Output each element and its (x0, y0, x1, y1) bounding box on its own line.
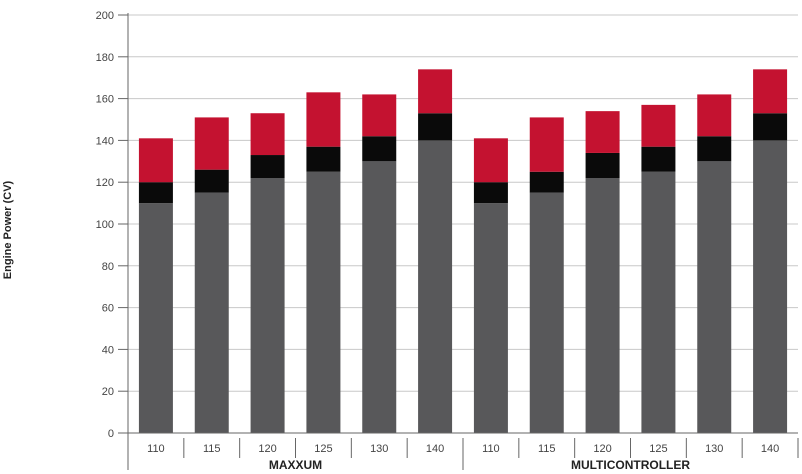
axes (118, 13, 799, 470)
bar-segment (641, 146, 676, 172)
bar-segment (306, 171, 341, 433)
x-tick-label: 115 (203, 443, 221, 455)
y-tick-label: 180 (96, 52, 114, 64)
y-tick-label: 80 (102, 261, 114, 273)
tick-labels: 0 20 40 60 80 100 120 140 160 180 200 110 115 120 125 1… (96, 10, 780, 472)
y-tick-label: 0 (108, 428, 114, 440)
y-axis-title: Engine Power (CV) (2, 181, 24, 390)
bar-segment (753, 69, 788, 114)
bar-segment (529, 192, 564, 433)
bar-segment (418, 113, 453, 141)
bar-segment (306, 146, 341, 172)
bar-segment (194, 192, 229, 433)
bar-segment (138, 203, 173, 433)
bar-segment (697, 94, 732, 137)
x-tick-label: 125 (314, 443, 332, 455)
bar-segment (529, 171, 564, 193)
x-tick-label: 120 (258, 443, 276, 455)
x-tick-label: 125 (649, 443, 667, 455)
bars (138, 69, 788, 434)
bar-segment (194, 117, 229, 170)
bar-segment (418, 69, 453, 114)
bar-segment (473, 182, 508, 204)
bar-segment (194, 169, 229, 193)
group-label: MULTICONTROLLER (571, 458, 690, 472)
bar-segment (138, 138, 173, 183)
bar-segment (362, 161, 397, 434)
x-tick-label: 130 (370, 443, 388, 455)
bar-segment (585, 178, 620, 433)
y-tick-label: 200 (96, 10, 114, 22)
bar-segment (529, 117, 564, 172)
bar-segment (362, 136, 397, 162)
x-tick-label: 120 (593, 443, 611, 455)
bar-segment (641, 171, 676, 433)
y-tick-label: 120 (96, 177, 114, 189)
gridlines (128, 14, 798, 392)
bar-segment (585, 111, 620, 153)
bar-segment (585, 152, 620, 179)
bar-segment (362, 94, 397, 137)
y-axis-title-text: Engine Power (CV) (2, 180, 14, 280)
y-tick-label: 40 (102, 344, 114, 356)
bar-segment (138, 182, 173, 204)
x-tick-label: 110 (147, 443, 165, 455)
y-tick-label: 20 (102, 386, 114, 398)
bar-segment (641, 104, 676, 147)
bar-segment (250, 113, 285, 156)
bar-segment (473, 138, 508, 183)
y-tick-label: 60 (102, 303, 114, 315)
bar-segment (418, 140, 453, 433)
bar-segment (250, 155, 285, 179)
x-tick-label: 115 (538, 443, 556, 455)
y-tick-label: 160 (96, 94, 114, 106)
x-tick-label: 130 (705, 443, 723, 455)
group-label: MAXXUM (269, 458, 322, 472)
bar-segment (753, 113, 788, 141)
bar-segment (753, 140, 788, 433)
y-tick-label: 100 (96, 219, 114, 231)
x-tick-label: 140 (761, 443, 779, 455)
bar-segment (697, 136, 732, 162)
bar-segment (306, 92, 341, 147)
x-tick-label: 110 (482, 443, 500, 455)
bar-segment (250, 178, 285, 433)
bar-segment (697, 161, 732, 434)
x-tick-label: 140 (426, 443, 444, 455)
y-tick-label: 140 (96, 135, 114, 147)
bar-segment (473, 203, 508, 433)
